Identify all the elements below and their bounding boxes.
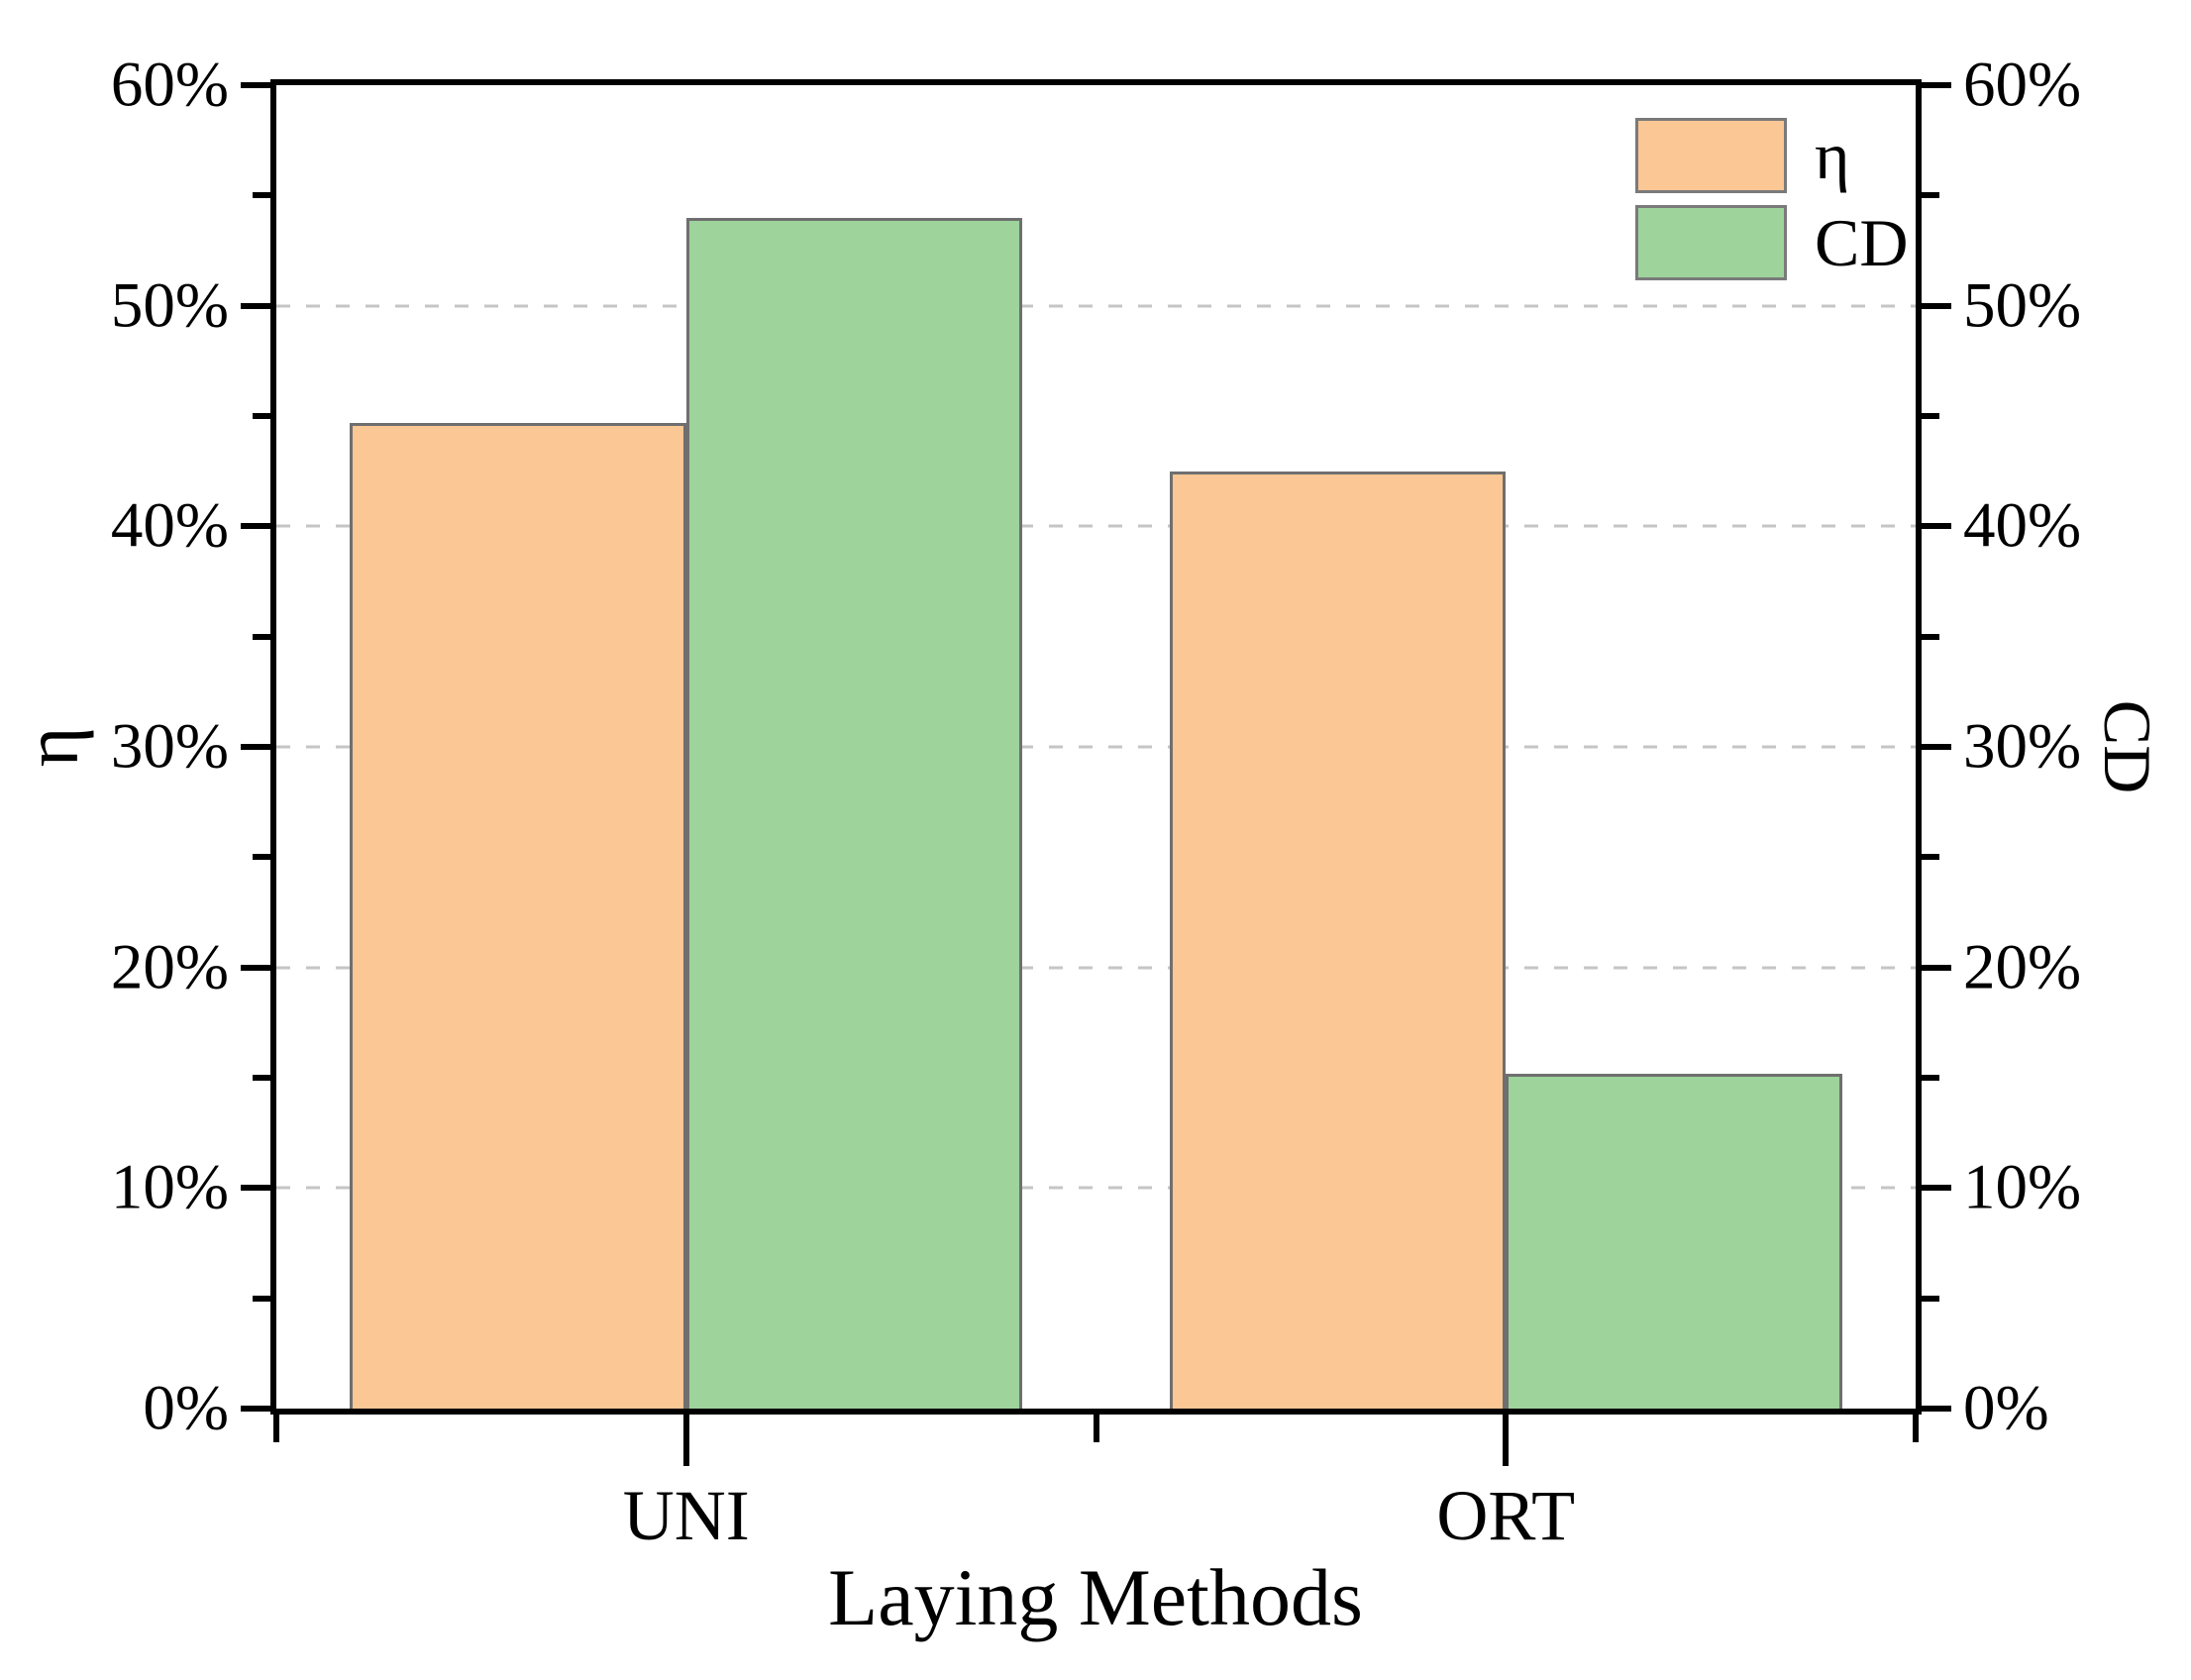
y-left-tick-55 [253, 192, 270, 199]
y-left-tick-label-20: 20% [110, 931, 229, 1003]
y-right-tick-label-40: 40% [1963, 489, 2082, 562]
y-left-tick-25 [253, 854, 270, 861]
y-right-tick-5 [1922, 1295, 1939, 1302]
gridline-10 [276, 1186, 1916, 1190]
y-right-tick-label-50: 50% [1963, 269, 2082, 342]
y-right-tick-label-30: 30% [1963, 710, 2082, 783]
y-right-tick-label-10: 10% [1963, 1151, 2082, 1223]
y-left-tick-label-10: 10% [110, 1151, 229, 1223]
legend-item-CD: CD [1635, 205, 1908, 280]
y-right-tick-label-60: 60% [1963, 49, 2082, 121]
y-right-tick-30 [1922, 744, 1951, 750]
y-left-tick-30 [241, 744, 270, 750]
legend-label-η: η [1815, 118, 1850, 193]
x-category-label-ORT: ORT [1436, 1476, 1576, 1555]
legend-label-CD: CD [1815, 205, 1909, 280]
y-left-tick-45 [253, 413, 270, 419]
y-left-tick-20 [241, 964, 270, 971]
x-boundary-tick-50 [1093, 1415, 1099, 1442]
y-left-tick-5 [253, 1295, 270, 1302]
y-right-tick-55 [1922, 192, 1939, 199]
y-left-tick-15 [253, 1075, 270, 1081]
y-left-tick-35 [253, 633, 270, 640]
x-tick-UNI [682, 1415, 689, 1466]
y-left-tick-label-30: 30% [110, 710, 229, 783]
x-boundary-tick-0 [273, 1415, 279, 1442]
y-right-tick-0 [1922, 1406, 1951, 1412]
y-right-tick-35 [1922, 633, 1939, 640]
bar-CD-ORT [1506, 1073, 1842, 1409]
y-right-tick-10 [1922, 1185, 1951, 1192]
y-left-tick-40 [241, 523, 270, 530]
y-left-tick-label-60: 60% [110, 49, 229, 121]
legend-swatch-η [1635, 118, 1787, 193]
x-axis-title: Laying Methods [828, 1552, 1363, 1642]
y-right-tick-45 [1922, 413, 1939, 419]
x-boundary-tick-100 [1913, 1415, 1919, 1442]
y-left-tick-label-0: 0% [143, 1372, 229, 1444]
bar-η-ORT [1169, 471, 1507, 1409]
x-category-label-UNI: UNI [622, 1476, 750, 1555]
y-right-tick-20 [1922, 964, 1951, 971]
legend: η CD [1635, 118, 1908, 292]
gridline-40 [276, 524, 1916, 528]
gridline-30 [276, 745, 1916, 749]
y-right-tick-60 [1922, 82, 1951, 88]
gridline-50 [276, 304, 1916, 308]
y-left-tick-60 [241, 82, 270, 88]
y-right-tick-label-0: 0% [1963, 1372, 2049, 1444]
y-right-tick-label-20: 20% [1963, 931, 2082, 1003]
y-right-tick-40 [1922, 523, 1951, 530]
y-left-tick-10 [241, 1185, 270, 1192]
gridline-20 [276, 966, 1916, 970]
left-axis-title: η [8, 726, 94, 768]
y-right-tick-50 [1922, 302, 1951, 309]
y-left-tick-0 [241, 1406, 270, 1412]
y-right-tick-15 [1922, 1075, 1939, 1081]
bar-CD-UNI [685, 217, 1023, 1409]
y-right-tick-25 [1922, 854, 1939, 861]
y-left-tick-label-50: 50% [110, 269, 229, 342]
legend-swatch-CD [1635, 205, 1787, 280]
bar-η-UNI [350, 422, 686, 1409]
y-left-tick-label-40: 40% [110, 489, 229, 562]
plot-area: η CD 0% 0% 10% 10% 20% 20% 30% 30% 40% 40% 50% 50% 60… [111, 52, 2081, 1551]
y-left-tick-50 [241, 302, 270, 309]
x-tick-ORT [1503, 1415, 1510, 1466]
right-axis-title: CD [2090, 699, 2165, 794]
legend-item-η: η [1635, 118, 1908, 193]
